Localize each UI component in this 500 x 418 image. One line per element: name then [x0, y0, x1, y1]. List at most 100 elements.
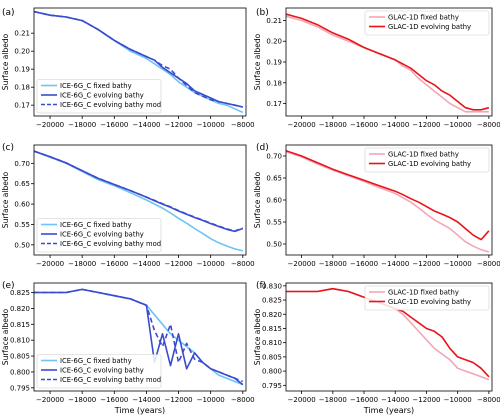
x-tick-label: −12000 [164, 260, 192, 268]
y-tick-label: 0.17 [14, 102, 30, 110]
panel-label: (d) [256, 143, 269, 153]
x-tick-label: −20000 [288, 396, 316, 404]
y-tick-label: 0.60 [14, 201, 30, 209]
y-tick-label: 0.815 [262, 325, 282, 333]
y-tick-label: 0.21 [266, 17, 282, 25]
y-tick-label: 0.795 [10, 384, 30, 392]
x-tick-label: −18000 [319, 260, 347, 268]
panel-label: (b) [256, 8, 269, 18]
panel-e: −20000 −18000 −16000 −14000 −12000 −10000 −800… [1, 281, 255, 415]
panel-label: (a) [2, 8, 15, 18]
x-tick-label: −18000 [68, 396, 96, 404]
y-tick-label: 0.810 [262, 339, 282, 347]
y-tick-label: 0.815 [10, 321, 30, 329]
plot-frame [285, 282, 493, 392]
legend-label: ICE-6G_C evolving bathy mod [60, 101, 161, 109]
panel-b: −20000 −18000 −16000 −14000 −12000 −10000 −800… [253, 7, 500, 129]
legend-box [364, 147, 490, 173]
x-tick-label: −10000 [444, 396, 472, 404]
legend-box [36, 79, 162, 114]
y-tick-label: 0.825 [10, 289, 30, 297]
y-tick-label: 0.820 [262, 311, 282, 319]
legend-label: GLAC-1D evolving bathy [388, 298, 471, 306]
x-tick-label: −18000 [319, 396, 347, 404]
x-tick-label: −18000 [68, 121, 96, 129]
x-tick-label: −20000 [288, 121, 316, 129]
legend-label: GLAC-1D evolving bathy [388, 23, 471, 31]
plot-frame [33, 282, 247, 392]
panel-label: (c) [2, 143, 14, 153]
y-axis-label: Surface albedo [1, 33, 10, 90]
x-tick-label: −8000 [477, 121, 500, 129]
legend-label: ICE-6G_C fixed bathy [60, 357, 132, 365]
legend-label: ICE-6G_C fixed bathy [60, 221, 132, 229]
y-tick-label: 0.65 [266, 175, 282, 183]
y-axis-label: Surface albedo [253, 33, 262, 90]
x-axis-label: Time (years) [114, 406, 165, 415]
plot-frame [33, 7, 247, 117]
x-tick-label: −12000 [412, 121, 440, 129]
x-tick-label: −18000 [68, 260, 96, 268]
series-line-c-1 [34, 150, 244, 233]
legend-label: GLAC-1D fixed bathy [388, 289, 459, 297]
y-tick-label: 0.800 [262, 368, 282, 376]
y-tick-label: 0.20 [14, 48, 30, 56]
y-tick-label: 0.55 [14, 221, 30, 229]
x-tick-label: −16000 [100, 121, 128, 129]
y-tick-label: 0.20 [266, 38, 282, 46]
legend-box [364, 285, 490, 311]
panel-c: −20000 −18000 −16000 −14000 −12000 −10000 −800… [1, 143, 255, 268]
x-tick-label: −14000 [381, 260, 409, 268]
plot-frame [33, 144, 247, 256]
y-tick-label: 0.805 [10, 353, 30, 361]
x-tick-label: −8000 [231, 396, 255, 404]
y-tick-label: 0.21 [14, 30, 30, 38]
panel-a: −20000 −18000 −16000 −14000 −12000 −10000 −800… [1, 7, 255, 129]
legend-label: GLAC-1D evolving bathy [388, 160, 471, 168]
y-tick-label: 0.795 [262, 382, 282, 390]
x-tick-label: −14000 [381, 121, 409, 129]
x-tick-label: −20000 [36, 121, 64, 129]
y-tick-label: 0.70 [14, 160, 30, 168]
x-tick-label: −12000 [412, 396, 440, 404]
x-tick-label: −8000 [231, 260, 255, 268]
y-tick-label: 0.830 [262, 282, 282, 290]
legend-label: GLAC-1D fixed bathy [388, 151, 459, 159]
legend-label: ICE-6G_C evolving bathy [60, 92, 144, 100]
series-line-b-1 [286, 13, 490, 111]
x-tick-label: −12000 [164, 121, 192, 129]
legend-box [36, 218, 162, 253]
y-tick-label: 0.17 [266, 100, 282, 108]
legend-label: ICE-6G_C evolving bathy [60, 231, 144, 239]
x-tick-label: −16000 [350, 396, 378, 404]
x-tick-label: −18000 [319, 121, 347, 129]
y-tick-label: 0.820 [10, 305, 30, 313]
legend-label: GLAC-1D fixed bathy [388, 14, 459, 22]
series-line-a-2 [34, 10, 243, 108]
x-tick-label: −10000 [444, 121, 472, 129]
y-tick-label: 0.60 [266, 197, 282, 205]
x-tick-label: −10000 [444, 260, 472, 268]
y-axis-label: Surface albedo [253, 308, 262, 365]
panel-label: (f) [256, 281, 266, 291]
series-line-b-0 [286, 15, 489, 113]
x-tick-label: −12000 [412, 260, 440, 268]
x-tick-label: −10000 [197, 396, 225, 404]
x-tick-label: −16000 [350, 260, 378, 268]
y-tick-label: 0.65 [14, 180, 30, 188]
x-tick-label: −8000 [477, 260, 500, 268]
x-tick-label: −20000 [288, 260, 316, 268]
y-axis-label: Surface albedo [1, 308, 10, 365]
panel-d: −20000 −18000 −16000 −14000 −12000 −10000 −800… [253, 143, 500, 268]
x-tick-label: −10000 [197, 260, 225, 268]
legend-label: ICE-6G_C evolving bathy mod [60, 240, 161, 248]
x-tick-label: −16000 [100, 396, 128, 404]
x-tick-label: −12000 [164, 396, 192, 404]
y-tick-label: 0.19 [266, 59, 282, 67]
x-tick-label: −16000 [100, 260, 128, 268]
y-tick-label: 0.810 [10, 337, 30, 345]
y-tick-label: 0.825 [262, 297, 282, 305]
y-tick-label: 0.50 [266, 241, 282, 249]
x-tick-label: −10000 [197, 121, 225, 129]
